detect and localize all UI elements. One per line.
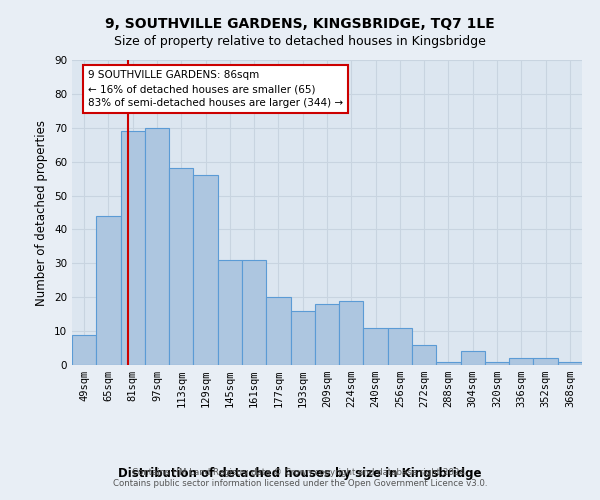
Bar — [169, 168, 193, 365]
Bar — [509, 358, 533, 365]
Bar — [436, 362, 461, 365]
Text: 9, SOUTHVILLE GARDENS, KINGSBRIDGE, TQ7 1LE: 9, SOUTHVILLE GARDENS, KINGSBRIDGE, TQ7 … — [105, 18, 495, 32]
Bar — [145, 128, 169, 365]
Text: 9 SOUTHVILLE GARDENS: 86sqm
← 16% of detached houses are smaller (65)
83% of sem: 9 SOUTHVILLE GARDENS: 86sqm ← 16% of det… — [88, 70, 343, 108]
Bar — [485, 362, 509, 365]
Bar — [388, 328, 412, 365]
Bar — [339, 300, 364, 365]
Bar — [72, 334, 96, 365]
Bar — [412, 344, 436, 365]
Bar — [121, 131, 145, 365]
Bar — [461, 352, 485, 365]
Bar — [364, 328, 388, 365]
Bar — [96, 216, 121, 365]
Text: Size of property relative to detached houses in Kingsbridge: Size of property relative to detached ho… — [114, 35, 486, 48]
Bar — [218, 260, 242, 365]
Text: Distribution of detached houses by size in Kingsbridge: Distribution of detached houses by size … — [118, 468, 482, 480]
Bar — [315, 304, 339, 365]
Text: Contains HM Land Registry data © Crown copyright and database right 2024.
Contai: Contains HM Land Registry data © Crown c… — [113, 468, 487, 487]
Bar — [242, 260, 266, 365]
Y-axis label: Number of detached properties: Number of detached properties — [35, 120, 49, 306]
Bar — [193, 175, 218, 365]
Bar — [266, 297, 290, 365]
Bar — [533, 358, 558, 365]
Bar — [558, 362, 582, 365]
Bar — [290, 311, 315, 365]
